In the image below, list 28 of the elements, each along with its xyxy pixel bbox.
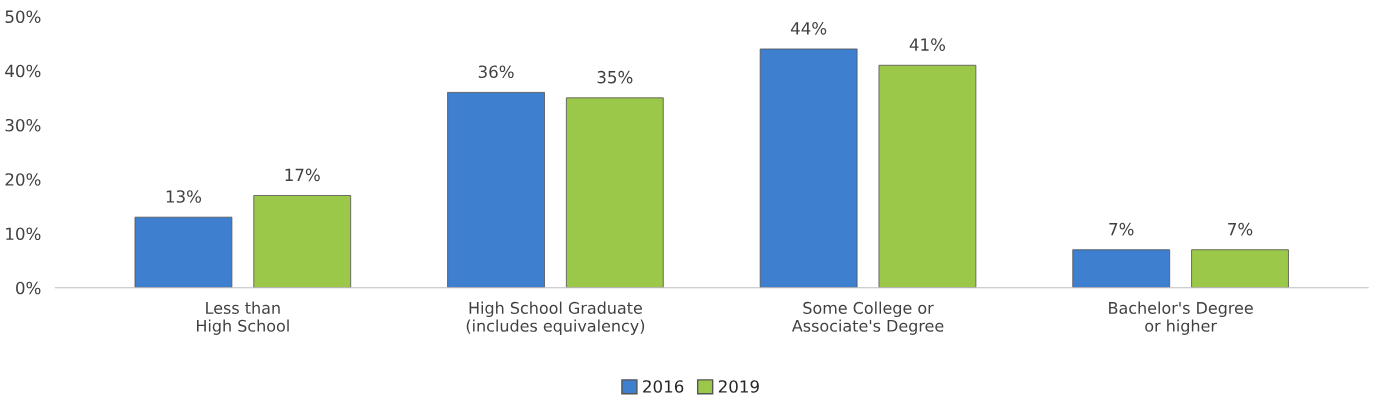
bar (447, 91, 545, 288)
y-tick-label: 50% (5, 10, 41, 24)
bar (253, 195, 352, 288)
y-tick-label: 0% (16, 281, 41, 295)
data-label: 7% (1109, 222, 1134, 236)
data-label: 17% (285, 168, 320, 182)
legend-label: 2019 (718, 380, 759, 393)
data-label: 44% (790, 22, 827, 35)
bar (1072, 249, 1171, 288)
x-tick-label: Some College or Associate's Degree (791, 301, 944, 335)
data-label: 35% (597, 70, 633, 84)
bar (134, 216, 233, 288)
data-label: 36% (478, 65, 514, 79)
bar (565, 97, 664, 288)
x-tick-label: High School Graduate (includes equivalency) (466, 301, 645, 335)
y-tick-label: 40% (5, 64, 41, 78)
y-tick-label: 20% (5, 173, 41, 186)
data-label: 7% (1228, 222, 1253, 236)
data-label: 13% (166, 190, 202, 203)
x-tick-label: Less than High School (197, 301, 289, 335)
data-label: 41% (909, 38, 946, 51)
bar (759, 48, 858, 288)
legend-label: 2016 (643, 380, 684, 393)
bar (1191, 249, 1289, 288)
bar (878, 64, 977, 288)
y-tick-label: 10% (6, 227, 41, 241)
x-tick-label: Bachelor's Degree or higher (1109, 301, 1253, 335)
y-tick-label: 30% (5, 118, 41, 132)
